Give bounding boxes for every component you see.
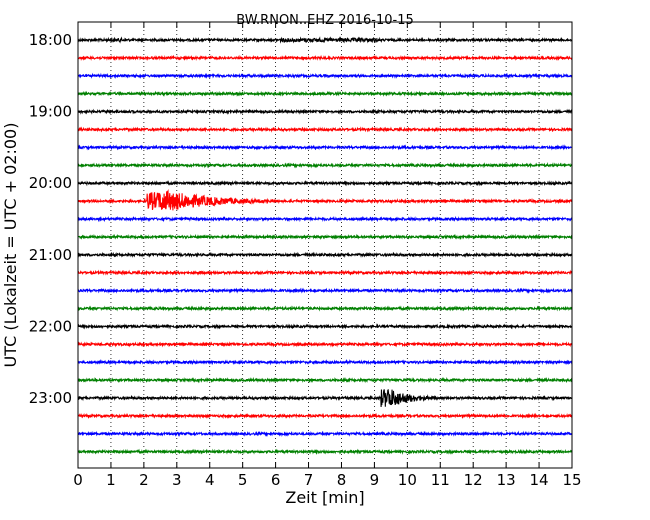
x-axis-ticks: 0 1 2 3 4 5 6 7 8 9 10 11 12 13 14 15: [73, 22, 582, 489]
seismic-trace: [77, 376, 573, 384]
x-tick-label: 2: [139, 471, 149, 489]
y-axis-ticks: 18:00 19:00 20:00 21:00 22:00 23:00: [29, 31, 572, 407]
y-tick-label: 18:00: [29, 31, 72, 49]
seismic-trace: [77, 36, 573, 44]
seismic-trace: [77, 412, 573, 420]
y-tick-label: 20:00: [29, 174, 72, 192]
x-tick-label: 6: [271, 471, 281, 489]
x-tick-label: 8: [337, 471, 347, 489]
seismic-trace: [77, 126, 573, 133]
x-tick-label: 7: [304, 471, 314, 489]
seismic-trace: [77, 162, 573, 169]
seismic-trace: [77, 90, 573, 97]
seismic-trace: [77, 189, 573, 211]
seismic-trace: [77, 341, 573, 348]
seismic-trace: [77, 305, 573, 312]
x-tick-label: 3: [172, 471, 182, 489]
x-tick-label: 15: [562, 471, 581, 489]
seismic-trace: [77, 108, 573, 115]
seismic-trace: [77, 323, 573, 330]
x-tick-label: 4: [205, 471, 215, 489]
seismic-trace: [77, 251, 573, 258]
chart-title: BW.RNON..EHZ 2016-10-15: [236, 13, 414, 28]
seismic-trace: [77, 144, 573, 151]
seismic-trace: [77, 389, 573, 408]
y-tick-label: 23:00: [29, 389, 72, 407]
y-tick-label: 22:00: [29, 317, 72, 335]
seismic-trace: [77, 269, 573, 276]
y-axis-label: UTC (Lokalzeit = UTC + 02:00): [1, 123, 20, 368]
x-tick-label: 10: [398, 471, 417, 489]
seismic-trace: [77, 215, 573, 223]
x-tick-label: 9: [370, 471, 380, 489]
x-tick-label: 14: [530, 471, 549, 489]
plot-frame: [77, 21, 573, 469]
y-tick-label: 21:00: [29, 246, 72, 264]
x-tick-label: 13: [497, 471, 516, 489]
x-tick-label: 11: [431, 471, 450, 489]
traces: [77, 36, 573, 455]
seismic-trace: [77, 180, 573, 187]
x-tick-label: 1: [106, 471, 116, 489]
grid-lines: [110, 22, 540, 468]
seismic-trace: [77, 54, 573, 62]
x-axis-label: Zeit [min]: [285, 488, 364, 507]
seismic-trace: [77, 359, 573, 366]
seismic-trace: [77, 233, 573, 241]
x-tick-label: 0: [73, 471, 83, 489]
seismic-trace: [77, 430, 573, 438]
seismic-trace: [77, 287, 573, 294]
x-tick-label: 5: [238, 471, 248, 489]
x-tick-label: 12: [464, 471, 483, 489]
seismic-trace: [77, 448, 573, 455]
y-tick-label: 19:00: [29, 103, 72, 121]
seismic-trace: [77, 72, 573, 80]
